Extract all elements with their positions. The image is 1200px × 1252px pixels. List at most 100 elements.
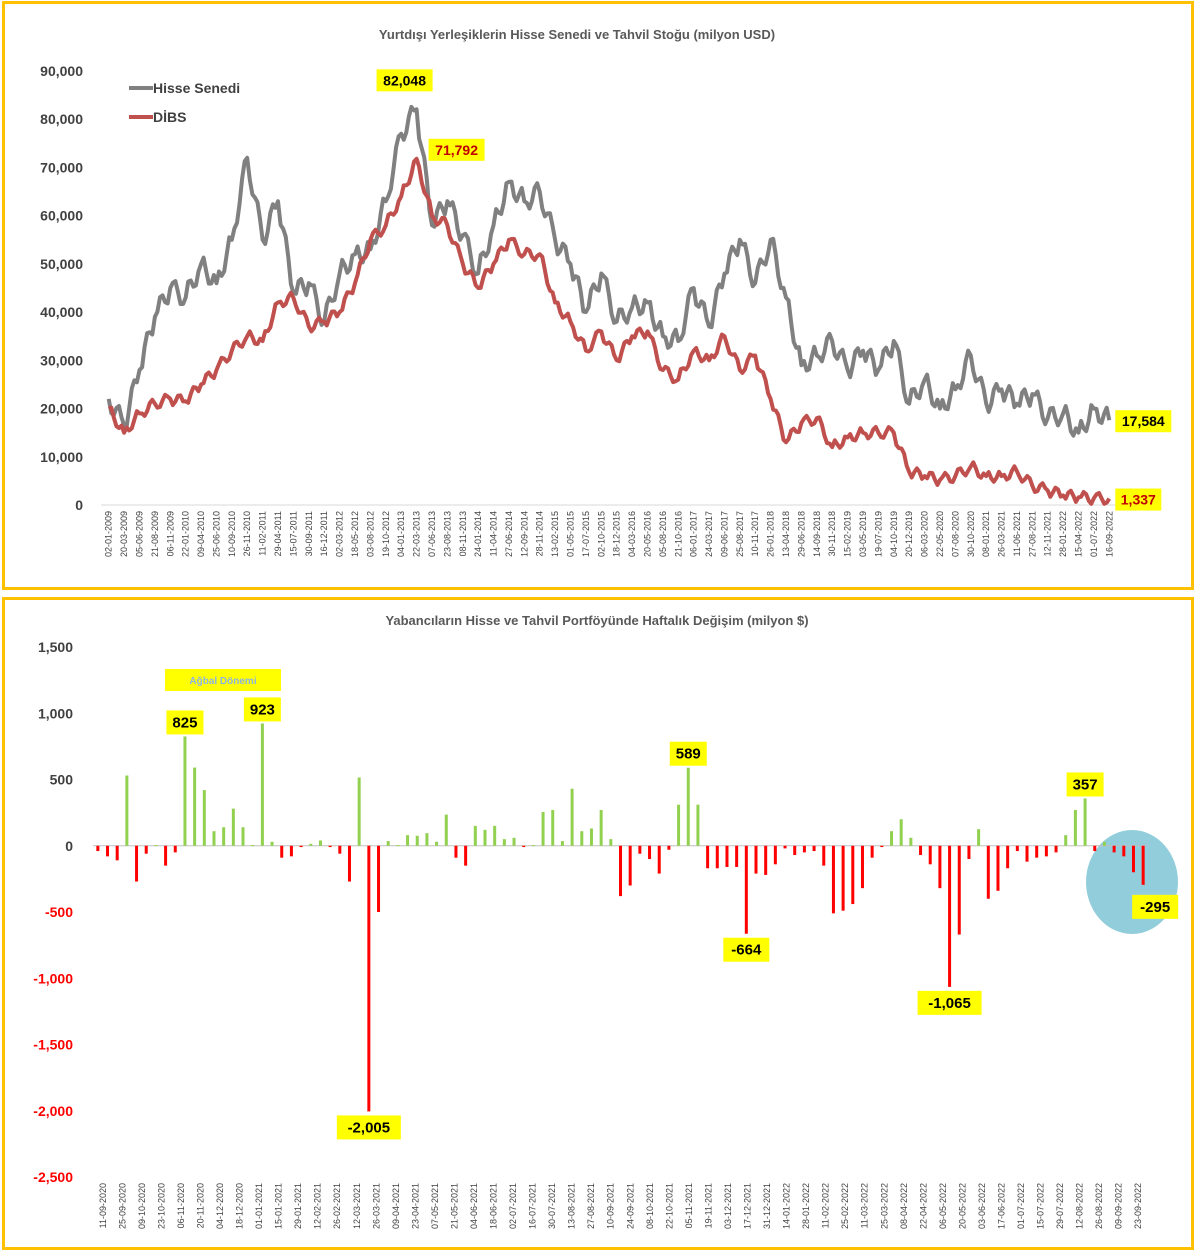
x-tick-label: 31-12-2021	[762, 1183, 772, 1229]
bar	[802, 845, 806, 853]
callout-box	[1066, 772, 1104, 797]
x-tick-label: 10-09-2010	[227, 511, 237, 557]
x-tick-label: 05-11-2021	[684, 1183, 694, 1228]
x-tick-label: 19-07-2019	[873, 511, 883, 557]
bar	[831, 845, 835, 914]
x-tick-label: 11-02-2022	[821, 1183, 831, 1228]
x-tick-label: 30-11-2018	[827, 511, 837, 556]
bar	[231, 808, 235, 846]
bar	[299, 845, 303, 848]
x-tick-label: 03-08-2012	[365, 511, 375, 557]
x-tick-label: 17-06-2022	[996, 1183, 1006, 1229]
x-tick-label: 19-11-2021	[703, 1183, 713, 1228]
callout-box	[336, 1115, 401, 1140]
bar	[1131, 845, 1135, 873]
x-tick-label: 25-08-2017	[735, 511, 745, 557]
x-tick-label: 05-06-2009	[134, 511, 144, 557]
x-tick-label: 29-04-2011	[273, 511, 283, 556]
x-tick-label: 02-01-2009	[104, 511, 114, 557]
x-tick-label: 07-06-2013	[427, 511, 437, 557]
x-tick-label: 20-05-2022	[957, 1183, 967, 1229]
bar	[1006, 845, 1010, 869]
bar	[870, 845, 874, 858]
weekly-change-chart-panel: Yabancıların Hisse ve Tahvil Portföyünde…	[2, 597, 1194, 1250]
y-tick-label: -500	[45, 904, 73, 920]
x-tick-label: 03-12-2021	[723, 1183, 733, 1229]
x-tick-label: 04-12-2020	[215, 1183, 225, 1229]
x-tick-label: 27-08-2021	[1027, 511, 1037, 557]
x-tick-label: 26-02-2021	[332, 1183, 342, 1229]
y-tick-label: -1,000	[33, 970, 73, 986]
x-tick-label: 22-03-2013	[412, 511, 422, 557]
x-tick-label: 13-08-2021	[567, 1183, 577, 1229]
bar	[648, 845, 652, 859]
x-tick-label: 26-03-2021	[371, 1183, 381, 1229]
x-tick-label: 17-12-2021	[742, 1183, 752, 1229]
bar	[860, 845, 864, 889]
x-tick-label: 10-09-2021	[606, 1183, 616, 1229]
bar	[135, 845, 139, 882]
y-tick-label: 1,500	[38, 639, 73, 655]
x-tick-label: 01-07-2022	[1089, 511, 1099, 557]
x-tick-label: 19-10-2012	[381, 511, 391, 557]
x-tick-label: 12-11-2021	[1043, 511, 1053, 556]
x-tick-label: 15-01-2021	[274, 1183, 284, 1229]
x-tick-label: 29-01-2021	[293, 1183, 303, 1229]
x-tick-label: 09-06-2017	[719, 511, 729, 557]
bar	[551, 809, 555, 846]
x-tick-label: 14-01-2022	[782, 1183, 792, 1229]
bar	[599, 809, 603, 846]
bar	[1054, 845, 1058, 853]
y-tick-label: 80,000	[40, 111, 83, 127]
x-tick-label: 20-11-2020	[195, 1183, 205, 1228]
bar	[1044, 845, 1048, 857]
bar	[260, 723, 264, 846]
callout-box	[669, 741, 707, 766]
y-tick-label: 20,000	[40, 401, 83, 417]
bar	[406, 835, 410, 846]
bar	[715, 845, 719, 869]
bar	[444, 814, 448, 846]
legend-label: DİBS	[153, 109, 186, 125]
chart-title: Yabancıların Hisse ve Tahvil Portföyünde…	[385, 613, 808, 628]
x-tick-label: 08-01-2021	[981, 511, 991, 557]
x-tick-label: 24-01-2014	[473, 511, 483, 557]
x-tick-label: 01-01-2021	[254, 1183, 264, 1229]
x-tick-label: 06-11-2009	[165, 511, 175, 556]
bar	[173, 845, 177, 853]
y-tick-label: -1,500	[33, 1037, 73, 1053]
bar	[386, 841, 390, 846]
x-tick-label: 27-08-2021	[586, 1183, 596, 1229]
bar	[928, 845, 932, 865]
bar	[996, 845, 1000, 891]
y-tick-label: 60,000	[40, 208, 83, 224]
callout-box	[166, 710, 204, 735]
bar	[164, 845, 168, 866]
x-tick-label: 28-01-2022	[1058, 511, 1068, 557]
x-tick-label: 16-09-2022	[1104, 511, 1114, 557]
x-tick-label: 11-04-2014	[489, 511, 499, 556]
x-tick-label: 09-04-2010	[196, 511, 206, 557]
bar	[822, 845, 826, 866]
bar	[512, 837, 516, 846]
callout-box	[428, 138, 485, 161]
x-tick-label: 24-03-2017	[704, 511, 714, 557]
x-tick-label: 26-01-2018	[766, 511, 776, 557]
x-tick-label: 20-03-2009	[119, 511, 129, 557]
x-tick-label: 12-09-2014	[519, 511, 529, 557]
x-tick-label: 29-06-2018	[796, 511, 806, 557]
bar	[435, 841, 439, 846]
bar	[347, 845, 351, 882]
bar	[1112, 845, 1116, 853]
x-tick-label: 06-03-2020	[920, 511, 930, 557]
x-tick-label: 01-07-2022	[1016, 1183, 1026, 1229]
bar	[357, 777, 361, 846]
bar	[957, 845, 961, 935]
bar	[706, 845, 710, 869]
x-tick-label: 04-03-2016	[627, 511, 637, 557]
y-tick-label: 50,000	[40, 256, 83, 272]
bar	[851, 845, 855, 905]
bar	[1083, 798, 1087, 846]
x-tick-label: 03-06-2022	[977, 1183, 987, 1229]
bar	[241, 827, 245, 846]
